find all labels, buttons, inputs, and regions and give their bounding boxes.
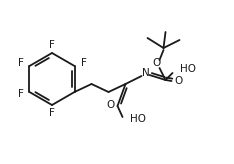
Text: F: F <box>18 58 23 68</box>
Text: F: F <box>49 41 55 51</box>
Text: F: F <box>18 89 23 99</box>
Text: O: O <box>175 76 183 86</box>
Text: O: O <box>152 58 161 68</box>
Text: HO: HO <box>179 64 196 74</box>
Text: N: N <box>142 68 149 78</box>
Text: HO: HO <box>129 114 146 124</box>
Text: F: F <box>80 58 86 68</box>
Text: F: F <box>49 107 55 117</box>
Text: O: O <box>106 100 115 110</box>
